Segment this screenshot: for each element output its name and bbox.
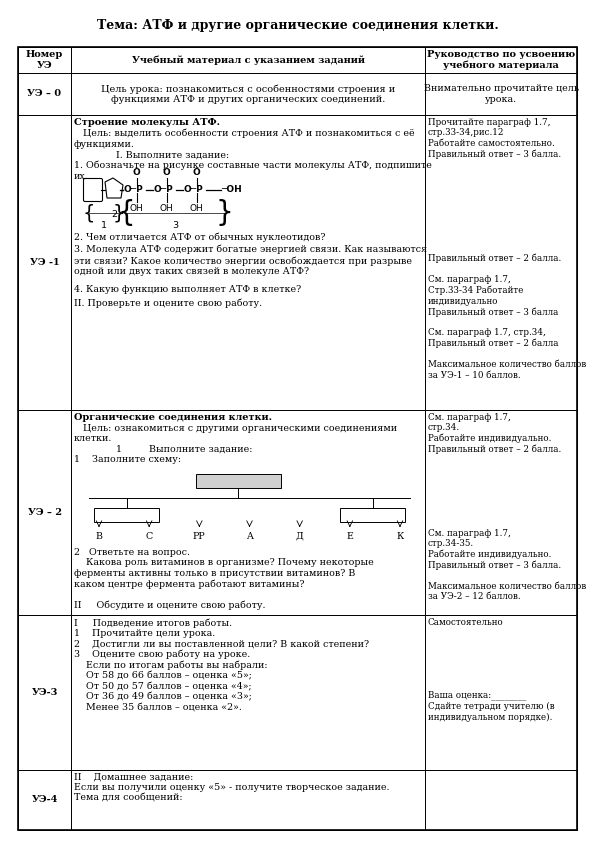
Bar — [71, 770, 425, 830]
Text: II     Обсудите и оцените свою работу.: II Обсудите и оцените свою работу. — [74, 600, 265, 610]
Bar — [18, 73, 71, 115]
Bar — [71, 47, 425, 73]
Bar — [425, 770, 577, 830]
Bar — [18, 410, 71, 615]
Text: К: К — [396, 532, 403, 541]
Bar — [18, 770, 71, 830]
Text: O: O — [133, 168, 140, 177]
Bar — [71, 115, 425, 410]
Text: }: } — [112, 204, 125, 222]
Bar — [71, 73, 425, 115]
Text: УЭ – 2: УЭ – 2 — [27, 508, 61, 517]
Text: }: } — [215, 199, 233, 227]
Text: Прочитайте параграф 1.7,
стр.33-34,рис.12
Работайте самостоятельно.
Правильный о: Прочитайте параграф 1.7, стр.33-34,рис.1… — [428, 118, 586, 380]
Text: O─P: O─P — [123, 185, 143, 195]
Text: 2   Ответьте на вопрос.
    Какова роль витаминов в организме? Почему некоторые
: 2 Ответьте на вопрос. Какова роль витами… — [74, 548, 374, 589]
Text: Строение молекулы АТФ.: Строение молекулы АТФ. — [74, 118, 220, 127]
Bar — [71, 410, 425, 615]
Bar — [340, 508, 405, 522]
Text: Внимательно прочитайте цель
урока.: Внимательно прочитайте цель урока. — [424, 84, 578, 104]
Text: O: O — [162, 168, 170, 177]
Text: OH: OH — [190, 204, 203, 213]
Text: УЭ – 0: УЭ – 0 — [27, 89, 61, 99]
Text: Учебный материал с указанием заданий: Учебный материал с указанием заданий — [131, 56, 365, 65]
Text: II. Проверьте и оцените свою работу.: II. Проверьте и оцените свою работу. — [74, 298, 262, 307]
Text: 3: 3 — [173, 221, 178, 230]
Text: E: E — [346, 532, 353, 541]
Text: 3. Молекула АТФ содержит богатые энергией связи. Как называются
эти связи? Какое: 3. Молекула АТФ содержит богатые энергие… — [74, 245, 427, 276]
Text: A: A — [246, 532, 253, 541]
Text: B: B — [96, 532, 102, 541]
Text: УЭ-3: УЭ-3 — [32, 688, 58, 697]
Text: Цель: ознакомиться с другими органическими соединениями
клетки.
              1 : Цель: ознакомиться с другими органически… — [74, 424, 397, 464]
Bar — [71, 615, 425, 770]
Text: Цель: выделить особенности строения АТФ и познакомиться с её
функциями.
        : Цель: выделить особенности строения АТФ … — [74, 129, 432, 181]
Bar — [425, 410, 577, 615]
Bar — [425, 615, 577, 770]
Text: C: C — [146, 532, 153, 541]
Text: PP: PP — [193, 532, 206, 541]
Bar — [425, 47, 577, 73]
Text: УЭ -1: УЭ -1 — [30, 258, 60, 267]
Text: Тема: АТФ и другие органические соединения клетки.: Тема: АТФ и другие органические соединен… — [96, 19, 499, 33]
Bar — [18, 47, 71, 73]
Text: OH: OH — [159, 204, 173, 213]
Text: Органические соединения клетки.: Органические соединения клетки. — [74, 413, 272, 422]
Text: Д: Д — [296, 532, 303, 541]
Text: {: { — [83, 204, 95, 222]
Polygon shape — [105, 178, 123, 198]
Text: 1: 1 — [101, 221, 107, 230]
Text: 2: 2 — [111, 210, 117, 219]
Bar — [425, 115, 577, 410]
Text: OH: OH — [130, 204, 143, 213]
Text: Цель урока: познакомиться с особенностями строения и
функциями АТФ и других орга: Цель урока: познакомиться с особенностям… — [101, 84, 395, 104]
Text: I     Подведение итогов работы.
1    Прочитайте цели урока.
2    Достигли ли вы : I Подведение итогов работы. 1 Прочитайте… — [74, 618, 369, 712]
Text: O─P: O─P — [153, 185, 173, 195]
FancyBboxPatch shape — [83, 179, 102, 201]
Text: Номер
УЭ: Номер УЭ — [26, 51, 63, 70]
Bar — [196, 474, 280, 488]
Text: O─P: O─P — [183, 185, 203, 195]
Text: Самостоятельно






Ваша оценка:________
Сдайте тетради учителю (в
индивидуальн: Самостоятельно Ваша оценка:________ Сдай… — [428, 618, 555, 722]
Text: УЭ-4: УЭ-4 — [32, 796, 58, 804]
Bar — [18, 115, 71, 410]
Text: См. параграф 1.7,
стр.34.
Работайте индивидуально.
Правильный ответ – 2 балла.

: См. параграф 1.7, стр.34. Работайте инди… — [428, 413, 586, 601]
Text: ─OH: ─OH — [221, 185, 242, 195]
Text: {: { — [118, 199, 136, 227]
Text: O: O — [193, 168, 201, 177]
Bar — [425, 73, 577, 115]
Text: 2. Чем отличается АТФ от обычных нуклеотидов?: 2. Чем отличается АТФ от обычных нуклеот… — [74, 232, 325, 242]
Text: Руководство по усвоению
учебного материала: Руководство по усвоению учебного материа… — [427, 50, 575, 70]
Bar — [94, 508, 159, 522]
Text: II    Домашнее задание:
Если вы получили оценку «5» - получите творческое задани: II Домашнее задание: Если вы получили оц… — [74, 773, 390, 802]
Text: 4. Какую функцию выполняет АТФ в клетке?: 4. Какую функцию выполняет АТФ в клетке? — [74, 285, 301, 294]
Bar — [18, 615, 71, 770]
